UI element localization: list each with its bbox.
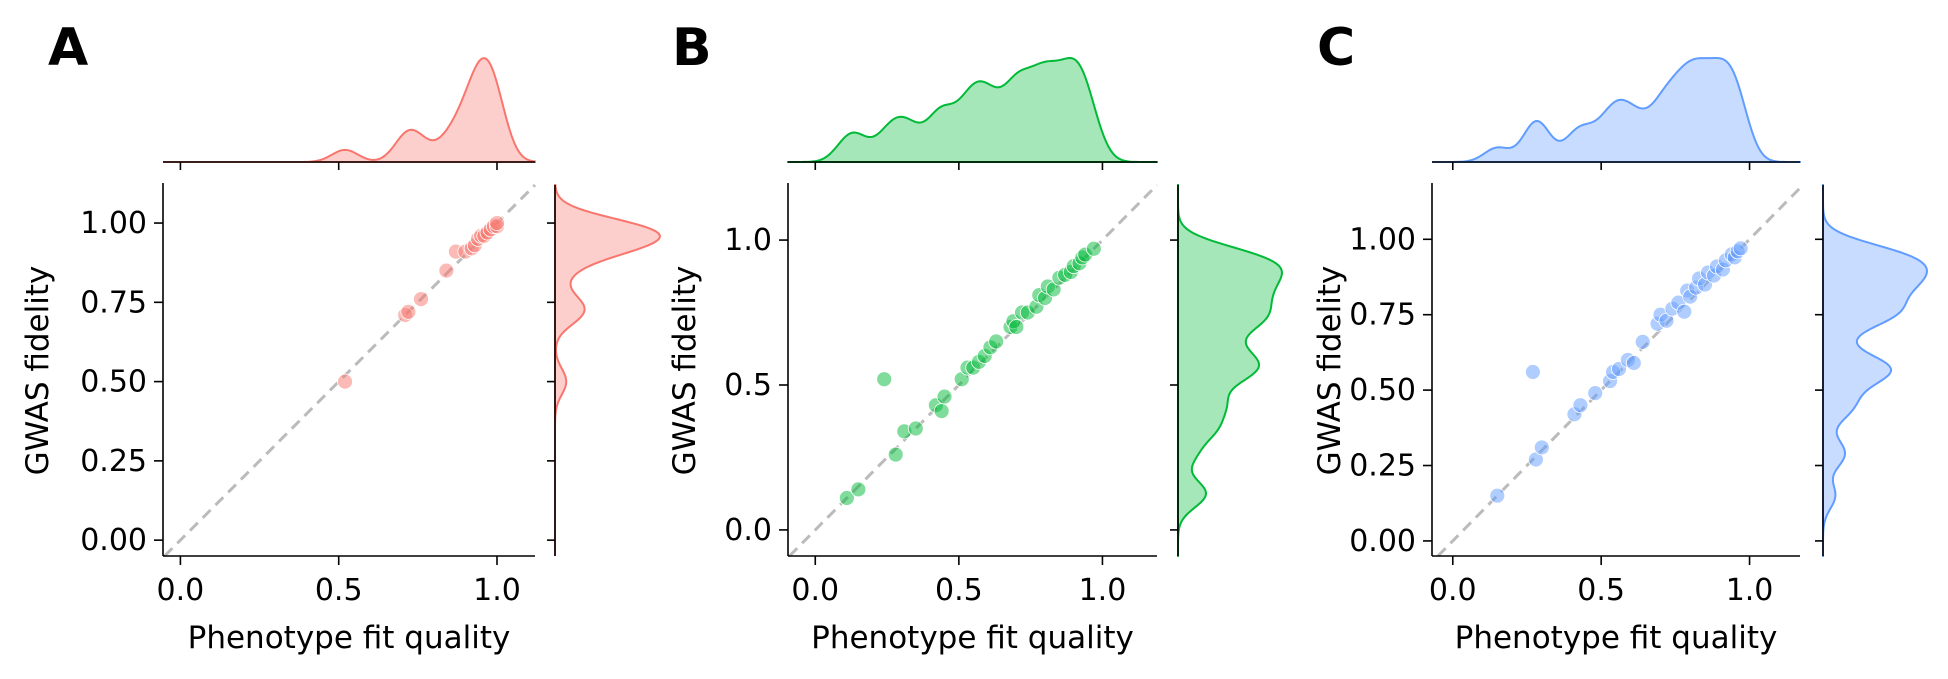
- data-point: [438, 262, 455, 279]
- panel-b: B 0.0 0.5 1.0 0.0 0.5 1.0 Phenotype fit quality…: [667, 18, 1284, 656]
- data-point: [1489, 487, 1506, 504]
- scatter-points: [337, 215, 505, 390]
- x-tick-label: 0.0: [791, 573, 839, 608]
- x-tick-label: 0.5: [315, 573, 363, 608]
- data-point: [1008, 319, 1025, 335]
- y-axis-label: GWAS fidelity: [667, 266, 703, 476]
- y-tick-label: 1.00: [1349, 222, 1416, 257]
- data-point: [1525, 364, 1541, 380]
- y-tick-label: 0.75: [80, 285, 147, 320]
- data-point: [850, 481, 867, 498]
- top-marginal-density: [163, 56, 536, 163]
- y-tick-label: 0.0: [724, 513, 772, 548]
- top-marginal-density: [1432, 56, 1801, 163]
- x-axis-label: Phenotype fit quality: [188, 620, 511, 656]
- panel-label: A: [48, 18, 88, 78]
- x-tick-label: 0.5: [935, 573, 983, 608]
- data-point: [936, 388, 953, 405]
- scatter-points: [1489, 240, 1749, 504]
- data-point: [876, 371, 893, 388]
- data-point: [1625, 355, 1642, 371]
- x-tick-label: 1.0: [473, 573, 521, 608]
- right-marginal-density: [1177, 185, 1284, 556]
- y-tick-label: 0.50: [1349, 373, 1416, 408]
- y-tick-label: 0.00: [1349, 524, 1416, 559]
- panel-label: C: [1317, 18, 1355, 78]
- panel-c: C 0.0 0.5 1.0 0.00 0.25 0.50 0.75 1.00 Phenotype …: [1312, 18, 1929, 656]
- x-tick-label: 1.0: [1726, 573, 1774, 608]
- x-tick-label: 0.0: [1429, 573, 1477, 608]
- top-marginal-density: [787, 56, 1157, 163]
- x-axis-label: Phenotype fit quality: [1455, 620, 1778, 656]
- y-tick-label: 0.25: [1349, 449, 1416, 484]
- scatter-points: [838, 240, 1102, 506]
- data-point: [907, 420, 924, 437]
- data-point: [838, 490, 855, 506]
- y-tick-label: 0.25: [80, 444, 147, 479]
- data-point: [337, 373, 353, 390]
- y-tick-label: 0.00: [80, 523, 147, 558]
- data-point: [1572, 397, 1589, 414]
- data-point: [988, 333, 1005, 350]
- y-axis-label: GWAS fidelity: [20, 266, 56, 476]
- data-point: [400, 303, 417, 320]
- data-point: [489, 215, 505, 231]
- data-point: [1587, 385, 1604, 402]
- y-tick-label: 0.5: [724, 368, 772, 403]
- x-tick-label: 0.0: [157, 573, 205, 608]
- data-point: [1634, 333, 1651, 350]
- panel-label: B: [672, 18, 712, 78]
- data-point: [1533, 439, 1550, 456]
- data-point: [887, 446, 904, 463]
- x-axis-label: Phenotype fit quality: [811, 620, 1134, 656]
- right-marginal-density: [1822, 185, 1929, 556]
- data-point: [1085, 240, 1102, 257]
- y-tick-label: 0.75: [1349, 298, 1416, 333]
- y-tick-label: 1.0: [724, 223, 772, 258]
- data-point: [933, 403, 950, 419]
- data-point: [413, 291, 429, 308]
- x-tick-label: 1.0: [1079, 573, 1127, 608]
- y-tick-label: 1.00: [80, 206, 147, 241]
- x-tick-label: 0.5: [1577, 573, 1625, 608]
- y-axis-label: GWAS fidelity: [1312, 266, 1348, 476]
- data-point: [1732, 240, 1749, 257]
- data-point: [1676, 303, 1693, 320]
- y-tick-label: 0.50: [80, 365, 147, 400]
- right-marginal-density: [554, 184, 662, 556]
- panel-a: A 0.0 0.5 1.0 0.00 0.25 0.50 0.75 1.00 Phenotype …: [20, 18, 662, 656]
